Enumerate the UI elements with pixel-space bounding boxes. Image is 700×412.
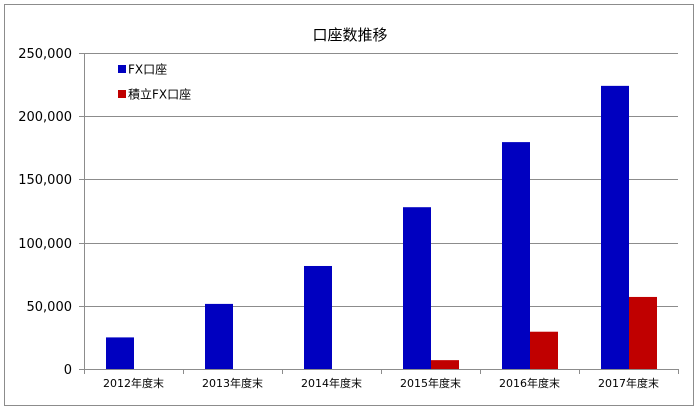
bar-fx bbox=[502, 142, 530, 369]
y-tick-label: 0 bbox=[64, 363, 72, 378]
x-tick-label: 2013年度末 bbox=[202, 376, 263, 390]
x-axis-ticks: 2012年度末 2013年度末 2014年度末 2015年度末 2016年度末 2017年… bbox=[84, 369, 679, 390]
bar-fx bbox=[403, 207, 431, 369]
y-tick-label: 100,000 bbox=[18, 237, 72, 252]
y-tick-label: 250,000 bbox=[18, 47, 72, 62]
x-tick-label: 2017年度末 bbox=[598, 376, 659, 390]
legend-swatch bbox=[118, 65, 126, 73]
x-tick-label: 2016年度末 bbox=[499, 376, 560, 390]
bar-fx bbox=[205, 303, 233, 369]
gridlines bbox=[84, 53, 678, 307]
bar-fx bbox=[304, 265, 332, 369]
legend-label: FX口座 bbox=[128, 62, 167, 77]
bars bbox=[106, 85, 657, 369]
legend-swatch bbox=[118, 90, 126, 98]
bar-tsumitate-fx bbox=[530, 331, 558, 369]
y-tick-label: 200,000 bbox=[18, 110, 72, 125]
bar-tsumitate-fx bbox=[629, 296, 657, 369]
bar-tsumitate-fx bbox=[431, 360, 459, 369]
legend-label: 積立FX口座 bbox=[128, 87, 191, 102]
bar-fx bbox=[601, 85, 629, 369]
y-tick-label: 50,000 bbox=[27, 300, 73, 315]
x-tick-label: 2015年度末 bbox=[400, 376, 461, 390]
bar-fx bbox=[106, 337, 134, 369]
x-tick-label: 2014年度末 bbox=[301, 376, 362, 390]
chart-title: 口座数推移 bbox=[312, 26, 387, 44]
y-axis-ticks: 0 50,000 100,000 150,000 200,000 250,000 bbox=[18, 47, 84, 378]
y-tick-label: 150,000 bbox=[18, 173, 72, 188]
x-tick-label: 2012年度末 bbox=[103, 376, 164, 390]
